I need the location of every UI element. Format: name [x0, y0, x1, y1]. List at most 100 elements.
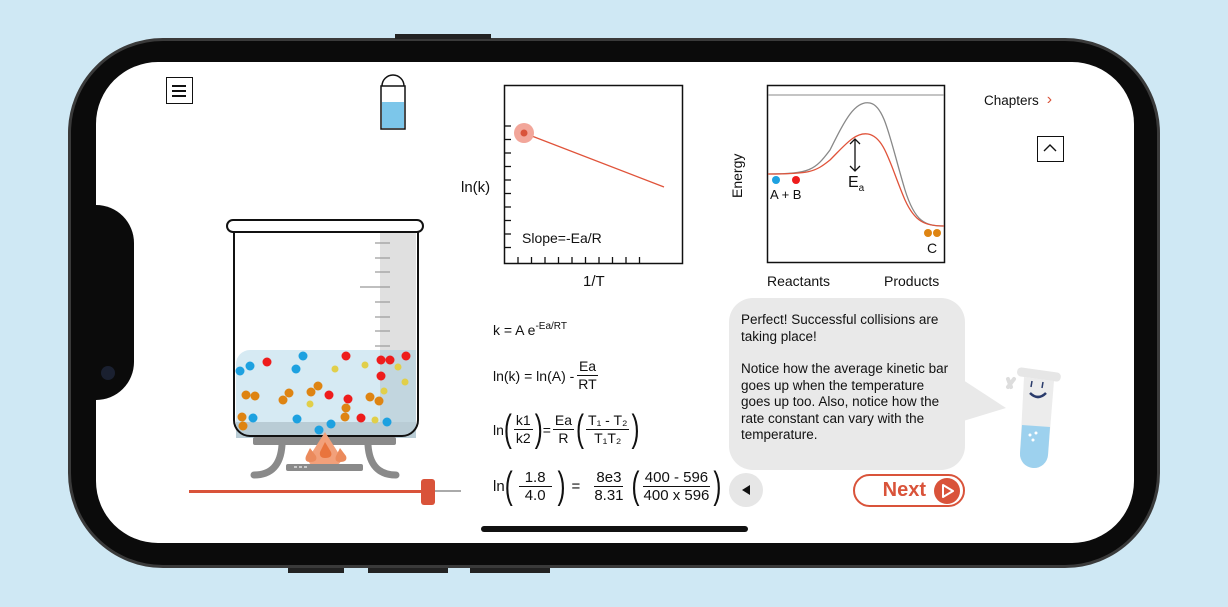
particle-red	[401, 351, 411, 361]
eq-num: 400 - 596	[642, 469, 711, 487]
slope-annotation: Slope=-Ea/R	[522, 230, 602, 246]
play-icon	[934, 477, 960, 504]
particle-red	[343, 394, 353, 404]
particle-blue	[248, 413, 258, 423]
particle-orange	[306, 387, 316, 397]
particle-orange	[237, 412, 247, 422]
particle-red	[324, 390, 334, 400]
camera	[101, 366, 115, 380]
particle-orange	[340, 412, 350, 422]
particle-orange	[238, 421, 248, 431]
eq-num: Ea	[552, 412, 575, 430]
speech-bubble: Perfect! Successful collisions are takin…	[729, 298, 965, 470]
reactants-axis-label: Reactants	[767, 273, 831, 289]
two-point-equation: ln( k1 k2) = Ea R( T₁ - T₂ T₁T₂)	[493, 407, 640, 451]
triangle-left-icon	[742, 485, 750, 495]
eq-text: =	[542, 421, 551, 438]
particle-yellow	[361, 361, 369, 369]
eq-den: 4.0	[524, 487, 546, 504]
particle-orange	[250, 391, 260, 401]
home-indicator	[481, 526, 748, 532]
current-point	[520, 129, 528, 137]
particle-blue	[382, 417, 392, 427]
next-button[interactable]: Next	[853, 474, 965, 507]
substituted-equation: ln( 1.8 4.0) = 8e3 8.31( 400 - 596 400 x 59…	[493, 464, 722, 508]
beaker-water-icon[interactable]	[378, 72, 408, 132]
particle-blue	[298, 351, 308, 361]
particle-orange	[278, 395, 288, 405]
eq-num: 1.8	[518, 469, 552, 487]
products-axis-label: Products	[884, 273, 940, 289]
ln-arrhenius-equation: ln(k) = ln(A) - Ea RT	[493, 358, 601, 393]
back-button[interactable]	[729, 473, 763, 507]
eq-den: 8.31	[594, 487, 624, 504]
particle-yellow	[394, 363, 402, 371]
reactants-label: A + B	[770, 187, 802, 202]
particle-yellow	[306, 400, 314, 408]
bubble-text: Notice how the average kinetic bar goes …	[741, 361, 949, 442]
particle-blue	[292, 414, 302, 424]
particle-blue	[291, 364, 301, 374]
eq-text: k = A e	[493, 322, 536, 338]
particle-blue	[314, 425, 324, 435]
ln-k-axis-label: ln(k)	[461, 179, 491, 196]
eq-num: T₁ - T₂	[586, 412, 630, 430]
particles	[235, 351, 411, 435]
eq-text: =	[571, 478, 581, 495]
temperature-slider[interactable]	[189, 479, 461, 505]
eq-num: Ea	[576, 358, 599, 376]
ln-k-chart	[503, 84, 684, 265]
collapse-button[interactable]	[1037, 136, 1064, 162]
particle-orange	[341, 403, 351, 413]
uncatalyzed-curve	[767, 102, 945, 227]
rate-line	[523, 132, 665, 188]
arrhenius-equation: k = A e -Ea/RT	[493, 320, 567, 339]
particle-yellow	[401, 378, 409, 386]
eq-den: k2	[515, 430, 531, 446]
eq-exponent: -Ea/RT	[535, 320, 567, 332]
particle-orange	[284, 388, 294, 398]
particle-orange	[241, 390, 251, 400]
particle-blue	[235, 366, 245, 376]
chapters-label: Chapters	[984, 92, 1039, 108]
ea-text: E	[848, 174, 859, 191]
particle-red	[385, 355, 395, 365]
eq-text: ln	[493, 478, 505, 495]
particle-orange	[313, 381, 323, 391]
particle-blue	[326, 419, 336, 429]
particle-yellow	[380, 387, 388, 395]
eq-num: k1	[513, 412, 533, 430]
energy-axis-label: Energy	[729, 153, 745, 198]
eq-den: 400 x 596	[643, 487, 710, 504]
ea-sub: a	[858, 183, 865, 195]
catalyzed-curve	[767, 133, 945, 227]
phone-button	[288, 568, 344, 573]
eq-text: ln(k) = ln(A) -	[493, 367, 575, 384]
bubble-tail	[960, 378, 1006, 422]
test-tube-mascot	[1006, 367, 1061, 469]
reactant-b	[792, 176, 800, 184]
inverse-t-axis-label: 1/T	[583, 273, 605, 290]
slider-thumb[interactable]	[421, 479, 436, 505]
eq-num: 8e3	[594, 469, 624, 487]
phone-button	[368, 568, 448, 573]
particle-orange	[374, 396, 384, 406]
hamburger-menu-icon[interactable]	[166, 77, 193, 104]
particle-yellow	[371, 416, 379, 424]
product-c	[924, 229, 932, 237]
energy-diagram	[766, 84, 946, 264]
chapters-button[interactable]: Chapters ›	[984, 91, 1052, 109]
chevron-up-icon	[1043, 144, 1057, 152]
beaker-scene	[226, 219, 424, 479]
particle-yellow	[331, 365, 339, 373]
particle-red	[341, 351, 351, 361]
flame-icon	[305, 432, 347, 466]
product-c	[933, 229, 941, 237]
phone-button	[395, 34, 491, 39]
reactant-a	[772, 176, 780, 184]
particle-red	[376, 355, 386, 365]
product-label: C	[927, 240, 938, 256]
particle-red	[356, 413, 366, 423]
eq-text: ln	[493, 421, 504, 438]
next-label: Next	[882, 479, 926, 501]
